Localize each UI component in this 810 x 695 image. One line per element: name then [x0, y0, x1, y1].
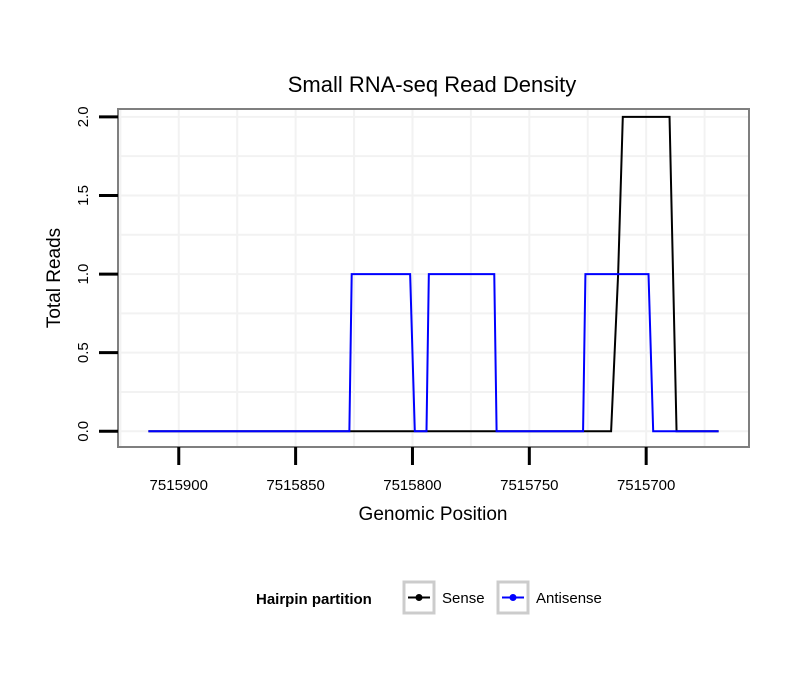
y-axis: 0.0 0.5 1.0 1.5 2.0	[75, 106, 118, 442]
x-tick-label: 7515900	[150, 477, 208, 494]
x-tick-label: 7515700	[617, 477, 675, 494]
legend-label: Sense	[442, 590, 485, 607]
y-tick-label: 1.5	[75, 185, 92, 206]
y-tick-label: 0.5	[75, 342, 92, 363]
y-tick-label: 2.0	[75, 106, 92, 127]
series-lines	[148, 115, 719, 433]
x-axis: 7515900 7515850 7515800 7515750 7515700	[150, 447, 675, 494]
x-tick-label: 7515800	[383, 477, 441, 494]
legend-label: Antisense	[536, 590, 602, 607]
x-tick-label: 7515850	[266, 477, 324, 494]
plot-panel	[118, 109, 749, 447]
legend-title: Hairpin partition	[256, 591, 372, 608]
chart-title: Small RNA-seq Read Density	[288, 72, 577, 97]
legend-item-sense: Sense	[402, 580, 485, 615]
x-axis-title: Genomic Position	[359, 504, 508, 525]
series-line-antisense	[148, 273, 719, 433]
legend-key-point	[509, 594, 517, 601]
y-axis-title: Total Reads	[44, 228, 65, 328]
legend-item-antisense: Antisense	[496, 580, 602, 615]
x-tick-label: 7515750	[500, 477, 558, 494]
legend-key-point	[415, 594, 423, 601]
legend: Hairpin partition Sense Antisense	[256, 580, 602, 615]
y-tick-label: 0.0	[75, 421, 92, 442]
y-tick-label: 1.0	[75, 264, 92, 285]
legend-items: Sense Antisense	[402, 580, 602, 615]
plot-border	[117, 108, 750, 448]
